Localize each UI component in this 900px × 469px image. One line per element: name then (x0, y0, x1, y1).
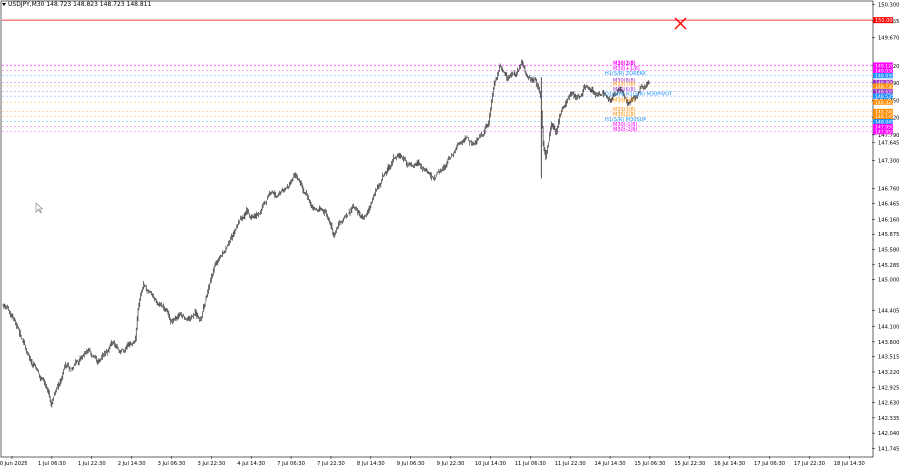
dropdown-triangle-icon[interactable] (2, 3, 6, 6)
resistance-price-tag (873, 17, 893, 24)
level-price-text: 148.535 (875, 94, 894, 100)
x-tick-label: 2 Jul 14:30 (118, 461, 146, 467)
level-label: M30(2/8) (613, 112, 636, 118)
resistance-price-text: 150.000 (875, 18, 896, 24)
level-price-tag (873, 123, 893, 130)
y-tick-label: 141.745 (878, 446, 899, 452)
level-price-tag (873, 73, 893, 79)
level-price-tag (873, 108, 893, 115)
y-tick-label: 146.760 (878, 186, 899, 192)
y-tick-label: 147.300 (878, 158, 899, 164)
level-price-text: 147.850 (875, 130, 894, 136)
level-price-text: 147.950 (875, 124, 894, 130)
x-tick-label: 8 Jul 14:30 (357, 461, 385, 467)
x-tick-label: 11 Jul 22:30 (555, 461, 586, 467)
x-tick-label: 1 Jul 06:30 (38, 461, 66, 467)
y-tick-label: 147.645 (878, 140, 899, 146)
symbol-info: USDJPY,M30 148.723 148.823 148.723 148.8… (8, 1, 152, 8)
level-price-tag (873, 99, 893, 105)
level-price-tag (873, 67, 893, 74)
candles (2, 59, 650, 408)
x-tick-label: 15 Jul 22:30 (674, 461, 705, 467)
y-tick-label: 143.220 (878, 370, 899, 376)
level-price-tag (873, 129, 893, 135)
level-price-text: 148.240 (875, 109, 894, 115)
y-tick-label: 145.285 (878, 263, 899, 269)
y-tick-label: 142.925 (878, 385, 899, 391)
level-price-tag (873, 93, 893, 99)
y-tick-label: 143.515 (878, 355, 899, 361)
x-tick-label: 16 Jul 14:30 (714, 461, 745, 467)
y-tick-label: 143.800 (878, 340, 899, 346)
level-label: M30(5/8) (613, 98, 636, 104)
close-cross-icon[interactable] (674, 17, 687, 30)
y-tick-label: 144.405 (878, 308, 899, 314)
level-price-text: 148.800 (875, 80, 894, 86)
level-price-tag (873, 113, 893, 120)
level-price-text: 148.730 (875, 84, 894, 90)
y-tick-label: 149.670 (878, 35, 899, 41)
plot-frame (0, 0, 874, 458)
y-tick-label: 147.790 (878, 133, 899, 139)
level-label: M30(1/8) (613, 61, 636, 67)
x-tick-label: 14 Jul 14:30 (594, 461, 625, 467)
x-tick-label: 17 Jul 22:30 (794, 461, 825, 467)
level-label: H1(S/R) M30SUP (605, 117, 646, 123)
level-label: M30(-2/8) (613, 127, 637, 133)
x-tick-label: 18 Jul 14:30 (834, 461, 865, 467)
x-tick-label: 17 Jul 06:30 (754, 461, 785, 467)
x-tick-label: 7 Jul 06:30 (277, 461, 305, 467)
x-axis: 30 Jun 2025 1 Jul 06:30 1 Jul 22:30 2 Jul 1… (0, 456, 865, 467)
y-tick-label: 145.000 (878, 278, 899, 284)
level-label: H1(S/R) ZOREKK (605, 71, 647, 77)
x-tick-label: 1 Jul 22:30 (78, 461, 106, 467)
level-price-tag (873, 83, 893, 89)
y-tick-label: 150.300 (878, 3, 899, 9)
level-label: D1(S/R) H1(S/R) M30PIVOT (605, 92, 673, 98)
x-tick-label: 9 Jul 06:30 (397, 461, 425, 467)
x-tick-label: 15 Jul 06:30 (634, 461, 665, 467)
level-price-tag (873, 79, 893, 86)
y-tick-label: 142.630 (878, 401, 899, 407)
level-price-text: 148.930 (875, 73, 894, 79)
level-labels: M30(2/8)M30(1/8)M30(+1/8)H1(S/R) ZOREKKM… (605, 60, 673, 133)
level-price-text: 148.420 (875, 100, 894, 106)
y-tick-label: 146.465 (878, 202, 899, 208)
level-price-tag (873, 63, 893, 69)
level-label: M30(6/8) (613, 87, 636, 93)
x-tick-label: 7 Jul 22:30 (317, 461, 345, 467)
y-tick-label: 146.160 (878, 217, 899, 223)
level-price-text: 149.030 (875, 68, 894, 74)
y-axis: 150.300149.985149.670149.120148.790148.4… (872, 3, 899, 452)
level-label: M30(3/8) (613, 107, 636, 113)
y-tick-label: 142.040 (878, 431, 899, 437)
chart-header: USDJPY,M30 148.723 148.823 148.723 148.8… (2, 1, 151, 8)
mouse-cursor-icon (35, 202, 44, 214)
y-tick-label: 144.100 (878, 324, 899, 330)
level-label: M30(2/8) (613, 60, 636, 66)
y-tick-label: 142.335 (878, 416, 899, 422)
x-tick-label: 3 Jul 06:30 (158, 461, 186, 467)
y-tick-label: 145.875 (878, 232, 899, 238)
level-label: M30(7/8) (613, 81, 636, 87)
level-price-text: 148.045 (875, 119, 894, 125)
x-tick-label: 9 Jul 22:30 (437, 461, 465, 467)
y-tick-label: 145.580 (878, 247, 899, 253)
level-label: M30(8/8) (613, 78, 636, 84)
level-price-tag (873, 89, 893, 95)
level-price-text: 148.145 (875, 114, 894, 120)
x-tick-label: 4 Jul 14:30 (237, 461, 265, 467)
x-tick-label: 10 Jul 14:30 (475, 461, 506, 467)
level-price-text: 149.120 (875, 64, 894, 70)
level-price-tag (873, 118, 893, 125)
x-tick-label: 11 Jul 06:30 (515, 461, 546, 467)
levels (2, 19, 872, 132)
level-price-text: 148.620 (875, 90, 894, 96)
level-label: M30(+1/8) (613, 66, 640, 72)
x-tick-label: 3 Jul 22:30 (197, 461, 225, 467)
level-label: M30(-1/8) (613, 122, 637, 128)
x-tick-label: 30 Jun 2025 (0, 461, 28, 467)
